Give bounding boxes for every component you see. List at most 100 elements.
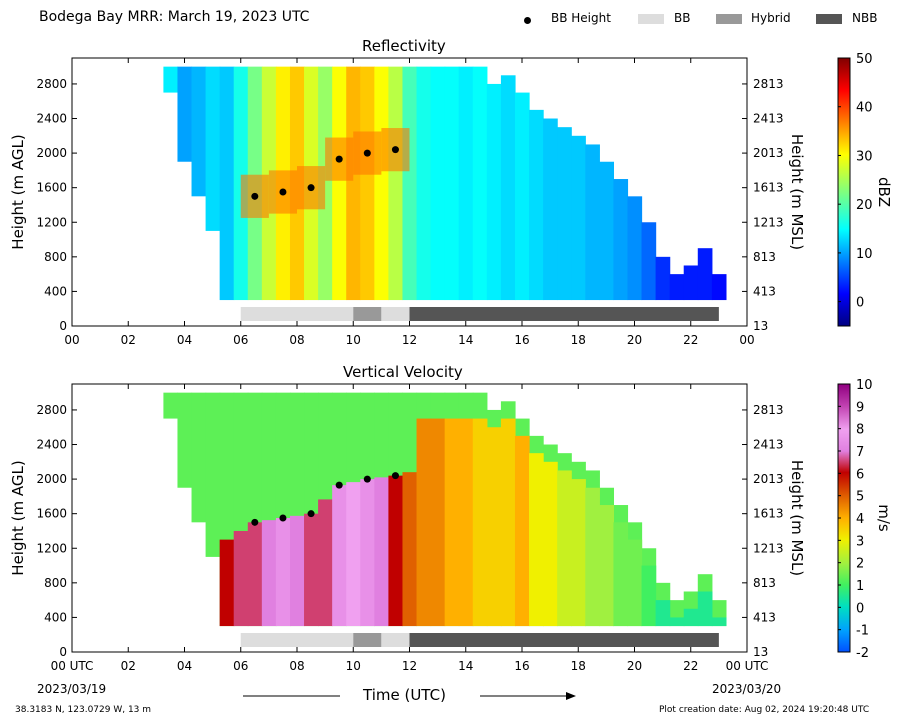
colorbar-tick-label: 0 [856, 601, 864, 616]
colorbar-tick-label: 2 [856, 557, 864, 572]
velocity-rain-column [571, 479, 586, 627]
velocity-rain-column [683, 608, 699, 627]
x-tick-label: 00 [64, 333, 79, 347]
reflectivity-column [613, 179, 629, 301]
x-tick-label: 04 [177, 333, 192, 347]
y-tick-label-right: 13 [753, 645, 768, 659]
x-tick-label: 14 [458, 659, 473, 673]
x-tick-label: 00 UTC [51, 659, 94, 673]
velocity-rain-column [388, 475, 404, 627]
reflectivity-column [669, 274, 685, 301]
bb-class-bar [240, 307, 354, 321]
y-tick-label: 800 [44, 250, 67, 264]
reflectivity-column [444, 66, 460, 301]
reflectivity-column [529, 109, 544, 301]
x-tick-label: 22 [683, 333, 698, 347]
colorbar-tick-label: -1 [856, 624, 869, 639]
reflectivity-column [711, 274, 727, 301]
x-tick-label: 08 [289, 333, 304, 347]
panel-0-group [71, 57, 851, 327]
bb-height-point [335, 481, 343, 489]
y-tick-label-right: 13 [753, 319, 768, 333]
y-tick-label-right: 2013 [753, 146, 784, 160]
reflectivity-column [177, 66, 193, 162]
location-text: 38.3183 N, 123.0729 W, 13 m [15, 705, 152, 715]
y-tick-label-right: 1613 [753, 181, 784, 195]
bb-height-point [307, 184, 315, 192]
y-tick-label: 800 [44, 576, 67, 590]
reflectivity-column [332, 66, 347, 301]
velocity-rain-column [247, 522, 263, 627]
y-tick-label-right: 1213 [753, 541, 784, 555]
y-tick-label: 2000 [36, 146, 67, 160]
x-start-date: 2023/03/19 [37, 682, 107, 696]
reflectivity-column [599, 161, 615, 301]
velocity-rain-column [500, 418, 516, 627]
velocity-rain-column [599, 505, 615, 627]
colorbar-tick-label: 6 [856, 467, 864, 482]
velocity-snow-column [163, 392, 179, 419]
x-tick-label: 20 [627, 333, 642, 347]
colorbar-tick-label: 0 [856, 296, 864, 311]
velocity-rain-column [444, 418, 460, 627]
y-tick-label: 2400 [36, 438, 67, 452]
reflectivity-column [683, 265, 699, 301]
velocity-rain-column [557, 470, 572, 627]
x-tick-label: 06 [233, 333, 248, 347]
y-tick-label: 2400 [36, 112, 67, 126]
reflectivity-column [346, 66, 361, 301]
x-tick-label: 22 [683, 659, 698, 673]
velocity-rain-column [529, 453, 544, 627]
colorbar-tick-label: 3 [856, 534, 864, 549]
page-title: Bodega Bay MRR: March 19, 2023 UTC [39, 9, 310, 25]
y-tick-label: 2000 [36, 472, 67, 486]
colorbar-tick-label: 50 [856, 52, 873, 67]
legend-dot-icon [524, 17, 531, 24]
y-tick-label-right: 2013 [753, 472, 784, 486]
legend-label-hybrid: Hybrid [751, 11, 791, 25]
y-tick-label-right: 813 [753, 576, 776, 590]
velocity-rain-column [711, 617, 727, 627]
y-tick-label: 1600 [36, 507, 67, 521]
reflectivity-column [627, 196, 643, 301]
bb-height-point [363, 475, 371, 483]
velocity-snow-column [177, 392, 193, 488]
y-tick-label: 1200 [36, 215, 67, 229]
x-tick-label: 16 [514, 333, 529, 347]
reflectivity-column [374, 66, 390, 301]
reflectivity-column [571, 135, 586, 301]
colorbar-tick-label: 5 [856, 490, 864, 505]
y-tick-label-right: 813 [753, 250, 776, 264]
x-axis-label: Time (UTC) [363, 686, 446, 704]
bb-class-bar [381, 633, 410, 647]
velocity-rain-column [332, 485, 347, 627]
colorbar-tick-label: 9 [856, 400, 864, 415]
bb-height-point [251, 192, 259, 200]
velocity-rain-column [697, 591, 713, 627]
velocity-rain-column [486, 427, 502, 627]
reflectivity-column [430, 66, 446, 301]
panel-1-group [71, 383, 851, 653]
y-tick-label: 2800 [36, 77, 67, 91]
velocity-rain-column [627, 539, 643, 627]
panel-title-reflectivity: Reflectivity [362, 37, 446, 55]
bb-height-point [307, 510, 315, 518]
colorbar-tick-label: 40 [856, 101, 873, 116]
velocity-rain-column [233, 530, 249, 627]
legend-label-bb-height: BB Height [551, 11, 611, 25]
reflectivity-column [205, 66, 221, 231]
y-tick-label-right: 413 [753, 610, 776, 624]
reflectivity-column [163, 66, 179, 93]
reflectivity-column [585, 144, 600, 301]
colorbar-tick-label: 1 [856, 579, 864, 594]
reflectivity-column [655, 256, 671, 301]
y-tick-label-right: 1613 [753, 507, 784, 521]
x-tick-label: 08 [289, 659, 304, 673]
colorbar-tick-label: 10 [856, 247, 873, 262]
bb-height-point [279, 188, 287, 196]
bb-height-point [335, 155, 343, 163]
x-tick-label: 12 [402, 659, 417, 673]
y-tick-label-right: 2413 [753, 438, 784, 452]
y-tick-label: 1200 [36, 541, 67, 555]
